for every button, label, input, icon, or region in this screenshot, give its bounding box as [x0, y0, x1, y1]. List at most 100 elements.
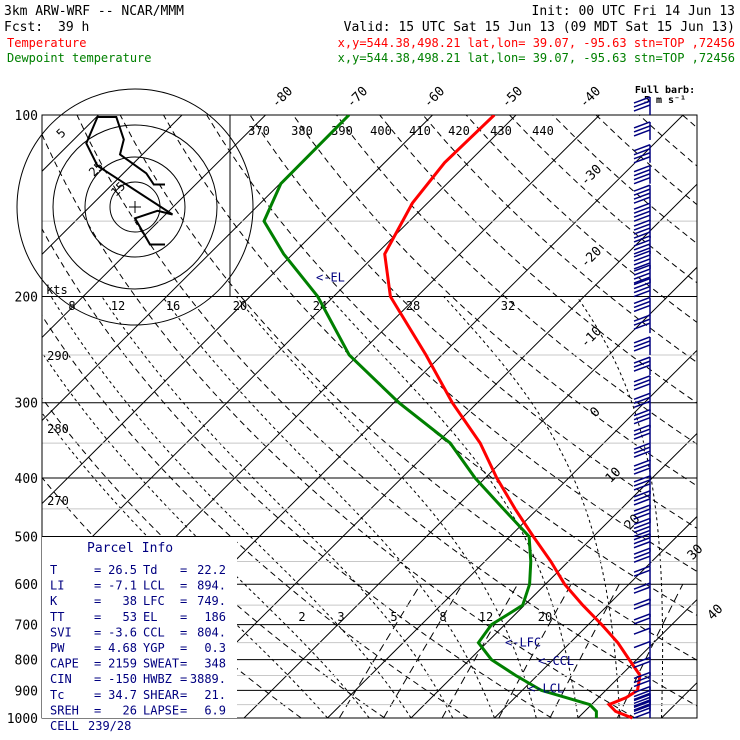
parcel-label: CIN: [50, 672, 72, 686]
wind-barb-flag: [633, 675, 651, 684]
wind-barb-flag: [633, 602, 651, 610]
isotherm-tick-label: -30: [578, 162, 605, 189]
pressure-tick-label: 100: [15, 109, 38, 124]
wind-barb: [633, 533, 651, 552]
isotherm-tick-label: 30: [685, 542, 707, 564]
parcel-value: 4.68: [108, 641, 137, 655]
wind-barb-flag: [633, 300, 651, 309]
wind-barb: [633, 356, 651, 376]
pressure-tick-label: 300: [15, 397, 38, 412]
parcel-label: LAPSE: [143, 703, 179, 717]
mixing-ratio-line: [498, 583, 572, 719]
parcel-label: CCL: [143, 625, 165, 639]
parcel-value: 26: [123, 703, 137, 717]
wind-barb-flag: [633, 490, 651, 498]
wind-barb-flag: [633, 231, 651, 239]
wind-barb-flag: [633, 152, 651, 160]
wind-barb-flag: [633, 700, 651, 709]
parcel-equals: =: [94, 625, 101, 639]
wind-barb-flag: [633, 202, 651, 210]
mixing-ratio-label: 8: [439, 610, 446, 624]
wind-barb-flag: [633, 640, 651, 649]
speed-tick-label: 8: [68, 299, 75, 313]
dry-adiabat-line: [638, 115, 697, 167]
wind-barb: [633, 392, 651, 412]
annotation-ccl: <-CCL: [538, 654, 574, 668]
wind-barb: [633, 442, 651, 462]
parcel-equals: =: [180, 657, 187, 671]
parcel-value: 26.5: [108, 563, 137, 577]
wind-barb-flag: [633, 276, 651, 284]
wind-barb: [633, 264, 651, 284]
theta-label: 270: [47, 494, 69, 508]
annotation-lfc: <-LFC: [505, 635, 541, 649]
wind-barb-flag: [633, 144, 651, 152]
wind-barb-flag: [633, 254, 651, 262]
wind-barb: [633, 375, 651, 394]
wind-barb-flag: [633, 685, 651, 694]
fcst-label: Fcst:: [4, 20, 43, 35]
wind-barb-flag: [633, 541, 651, 549]
wind-barb-flag: [633, 344, 651, 352]
wind-barb-flag: [633, 498, 651, 506]
pressure-tick-label: 700: [15, 619, 38, 634]
wind-barb-flag: [633, 424, 651, 432]
wind-barb-flag: [633, 206, 651, 214]
plot-frame: [41, 114, 698, 719]
parcel-label: T: [50, 563, 57, 577]
wind-barb-flag: [633, 400, 651, 408]
wind-barb-flag: [633, 551, 651, 559]
wind-barb-flag: [633, 239, 651, 247]
hodograph-ring-35: [16, 88, 254, 326]
parcel-equals: =: [94, 703, 101, 717]
isotherm-line: [577, 598, 697, 719]
wind-barb-flag: [633, 258, 651, 266]
moist-adiabat-line: [701, 297, 720, 719]
theta-label: 440: [532, 124, 554, 138]
wind-barb-flag: [633, 432, 651, 440]
mixing-ratio-label: 5: [390, 610, 397, 624]
parcel-equals: =: [180, 563, 187, 577]
parcel-label: CELL: [50, 719, 79, 733]
wind-barb-flag: [633, 379, 651, 387]
annotation-lcl: <-LCL: [528, 682, 564, 696]
parcel-info-title: Parcel Info: [87, 541, 173, 556]
temperature-profile: [383, 115, 642, 720]
legend-dewpoint: Dewpoint temperature: [7, 51, 152, 65]
wind-barb-flag: [633, 416, 651, 425]
dry-adiabat-line: [595, 115, 697, 206]
isotherm-line: [42, 115, 433, 505]
wind-barb: [633, 640, 651, 660]
speed-tick-label: 12: [111, 299, 125, 313]
wind-barb: [633, 277, 651, 298]
parcel-info-box: Parcel Info T = 26.5 Td = 22.2 LI = -7.1 LCL = 894…: [42, 537, 237, 733]
wind-barb-flag: [633, 296, 651, 305]
parcel-value: 239/28: [88, 719, 131, 733]
parcel-value: 749.: [197, 594, 226, 608]
wind-barbs: Full barb:5 m s⁻¹: [633, 85, 695, 719]
parcel-label: EL: [143, 610, 157, 624]
wind-barb-flag: [633, 463, 651, 471]
theta-label: 280: [47, 422, 69, 436]
parcel-value: 22.2: [197, 563, 226, 577]
wind-barb: [633, 336, 651, 355]
isotherm-line: [661, 681, 697, 719]
wind-barb: [633, 627, 651, 647]
wind-barb-flag: [633, 613, 651, 621]
isotherm-tick-label: -20: [578, 244, 605, 271]
parcel-equals: =: [94, 672, 101, 686]
dry-adiabat-line: [163, 115, 697, 616]
parcel-label: Tc: [50, 688, 64, 702]
parcel-label: CAPE: [50, 657, 79, 671]
mixing-ratio-label: 20: [538, 610, 552, 624]
wind-barb-flag: [633, 467, 651, 475]
model-title: 3km ARW-WRF -- NCAR/MMM: [4, 4, 184, 19]
wind-barb-flag: [633, 547, 651, 555]
wind-barb-flag: [633, 356, 651, 364]
parcel-label: YGP: [143, 641, 165, 655]
parcel-label: LI: [50, 579, 64, 593]
parcel-value: -150: [108, 672, 137, 686]
wind-barb-flag: [633, 318, 651, 326]
